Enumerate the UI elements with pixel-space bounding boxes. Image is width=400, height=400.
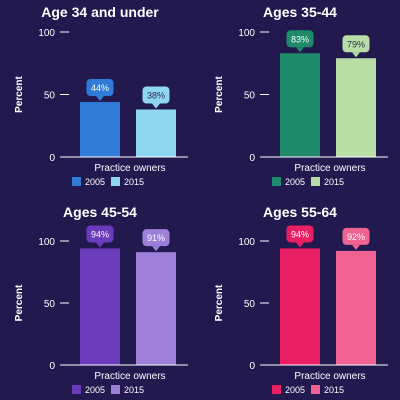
data-label-pointer [296,47,304,53]
data-label-bubble [342,227,370,245]
x-category-label: Practice owners [94,163,165,174]
legend-swatch [272,177,281,186]
bar-2005 [280,248,320,365]
data-label-pointer [152,246,160,252]
legend-label: 2005 [85,385,105,395]
chart-panel: Ages 35-44 0 50 100 Percent 83% 79% Practice ow… [200,0,400,200]
chart-panel: Ages 55-64 0 50 100 Percent 94% 92% Practice ow… [200,200,400,400]
data-label: 38% [147,91,165,101]
data-label: 94% [291,229,309,239]
y-tick-label: 50 [44,91,56,102]
chart-panel: Age 34 and under 0 50 100 Percent 44% 38% Pract… [0,0,200,200]
legend-swatch [72,177,81,186]
legend-label: 2005 [285,177,305,187]
chart-title: Ages 35-44 [263,4,337,20]
x-category-label: Practice owners [294,163,365,174]
data-label-pointer [96,242,104,248]
legend-swatch [272,385,281,394]
bar-2015 [136,109,176,157]
data-label: 92% [347,232,365,242]
data-label-pointer [296,242,304,248]
bar-2015 [136,252,176,365]
y-tick-label: 0 [49,361,55,372]
legend-swatch [111,177,120,186]
y-tick-label: 0 [249,361,255,372]
data-label-pointer [152,103,160,109]
y-axis-label: Percent [14,284,25,321]
y-axis-label: Percent [214,75,225,112]
legend-label: 2005 [285,385,305,395]
x-category-label: Practice owners [94,371,165,382]
x-category-label: Practice owners [294,371,365,382]
legend-label: 2015 [124,385,144,395]
bar-2015 [336,250,376,365]
data-label-bubble [86,225,114,243]
chart-panel: Ages 45-54 0 50 100 Percent 94% 91% Practice ow… [0,200,200,400]
bar-2005 [280,53,320,157]
chart-svg: Ages 35-44 0 50 100 Percent 83% 79% Practice ow… [214,4,388,187]
data-label-bubble [86,79,114,96]
y-tick-label: 100 [238,237,255,248]
legend-label: 2005 [85,177,105,187]
chart-svg: Age 34 and under 0 50 100 Percent 44% 38% Pract… [14,4,188,187]
bar-2015 [336,58,376,157]
data-label-pointer [352,244,360,250]
chart-title: Ages 55-64 [263,204,337,220]
data-label: 79% [347,39,365,49]
chart-title: Age 34 and under [41,4,159,20]
data-label: 83% [291,34,309,44]
data-label: 94% [91,229,109,239]
y-tick-label: 100 [38,28,55,39]
legend-label: 2015 [324,177,344,187]
legend-swatch [111,385,120,394]
chart-svg: Ages 45-54 0 50 100 Percent 94% 91% Practice ow… [14,204,188,395]
y-tick-label: 100 [238,28,255,39]
bar-2005 [80,248,120,365]
data-label-pointer [96,96,104,101]
y-tick-label: 50 [244,299,256,310]
y-tick-label: 0 [249,153,255,164]
data-label-bubble [142,86,170,104]
bar-2005 [80,102,120,157]
data-label-bubble [286,30,314,48]
y-tick-label: 100 [38,237,55,248]
y-tick-label: 0 [49,153,55,164]
chart-title: Ages 45-54 [63,204,137,220]
y-axis-label: Percent [214,284,225,321]
legend-label: 2015 [124,177,144,187]
data-label-bubble [342,35,370,53]
legend-swatch [72,385,81,394]
data-label: 91% [147,233,165,243]
y-axis-label: Percent [14,75,25,112]
y-tick-label: 50 [244,91,256,102]
chart-svg: Ages 55-64 0 50 100 Percent 94% 92% Practice ow… [214,204,388,395]
legend-swatch [311,385,320,394]
data-label-bubble [286,225,314,243]
legend-label: 2015 [324,385,344,395]
data-label-pointer [352,52,360,58]
data-label-bubble [142,229,170,247]
y-tick-label: 50 [44,299,56,310]
data-label: 44% [91,83,109,93]
legend-swatch [311,177,320,186]
